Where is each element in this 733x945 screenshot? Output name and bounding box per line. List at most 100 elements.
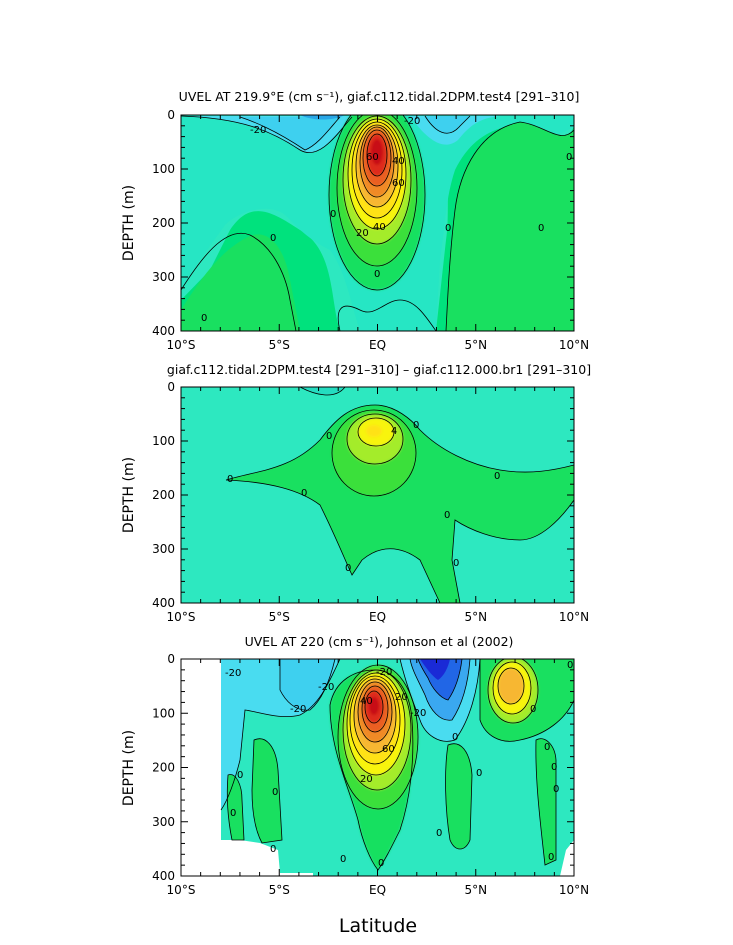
x-tick-label: 10°N	[559, 883, 589, 897]
panel-3-clabel: 0	[551, 762, 557, 773]
y-tick-label: 0	[167, 108, 175, 122]
panel-3-clabel: -20	[290, 704, 306, 715]
panel-1-lobe-west	[181, 234, 300, 331]
panel-2-contour	[346, 413, 404, 465]
panel-1-clabel: 40	[392, 156, 405, 167]
panel-3-clabel: 0	[436, 828, 442, 839]
panel-3-core-90	[369, 697, 379, 715]
panel-1-contour	[328, 115, 426, 291]
panel-2-clabel: 0	[494, 471, 500, 482]
x-tick-label: EQ	[369, 610, 386, 624]
panel-3-neg-west-20	[280, 659, 335, 711]
panel-3-clabel: -20	[225, 668, 241, 679]
panel-3-contour	[445, 743, 473, 850]
y-tick-label: 300	[152, 270, 175, 284]
panel-3-contour	[497, 667, 525, 705]
panel-2-clabel: 4	[391, 426, 397, 437]
panel-1-clabel: 0	[538, 223, 544, 234]
x-tick-label: 5°S	[269, 338, 290, 352]
panel-3-contour	[251, 738, 283, 844]
panel-1-core-90	[371, 139, 383, 165]
panel-3-xlabel: Latitude	[339, 915, 417, 937]
panel-3-lobe-e	[535, 738, 556, 865]
panel-1: UVEL AT 219.9°E (cm s⁻¹), giaf.c112.tida…	[121, 89, 589, 352]
x-tick-label: 5°N	[464, 610, 487, 624]
panel-3-clabel: 0	[340, 854, 346, 865]
panel-3-clabel: 20	[360, 774, 373, 785]
panel-3-clabel: 0	[452, 732, 458, 743]
panel-3-contour	[357, 681, 393, 743]
panel-2-contour	[225, 404, 574, 481]
x-tick-label: EQ	[369, 883, 386, 897]
y-tick-label: 300	[152, 815, 175, 829]
x-tick-label: 5°S	[269, 883, 290, 897]
y-tick-label: 400	[152, 324, 175, 338]
panel-3-clabel: 20	[395, 692, 408, 703]
panel-3-contour	[279, 659, 336, 711]
panel-1-contour	[337, 299, 437, 331]
panel-2-contour	[331, 409, 417, 497]
panel-3-necc-30	[498, 668, 524, 704]
panel-3-contour	[342, 669, 412, 791]
panel-3-lobe-d	[445, 743, 472, 849]
panel-2-clabel: 0	[444, 510, 450, 521]
panel-3-contour	[364, 690, 384, 724]
x-tick-label: 10°S	[167, 610, 196, 624]
panel-2-contour	[357, 417, 395, 447]
panel-2-contour	[451, 499, 574, 603]
y-tick-label: 100	[152, 434, 175, 448]
panel-3-contour	[492, 661, 532, 715]
panel-2-clabel: 0	[453, 558, 459, 569]
panel-3: UVEL AT 220 (cm s⁻¹), Johnson et al (200…	[121, 634, 589, 937]
y-tick-label: 300	[152, 542, 175, 556]
panel-2-contour-labels: 0 4 0 0 0 0 0 0 0	[227, 420, 500, 574]
panel-3-neg-east-60	[420, 659, 450, 680]
panel-3-clabel: -20	[376, 667, 392, 678]
panel-1-clabel: 20	[356, 228, 369, 239]
panel-1-contour	[355, 124, 399, 208]
panel-2-neg-top	[300, 387, 345, 395]
panel-1-clabel: 0	[330, 209, 336, 220]
panel-3-clabel: 40	[360, 696, 373, 707]
x-tick-label: 10°S	[167, 883, 196, 897]
panel-1-clabel: 60	[366, 152, 379, 163]
panel-3-clabel: 0	[272, 787, 278, 798]
panel-3-contour	[399, 659, 481, 742]
panel-1-clabel: 60	[392, 178, 405, 189]
panel-2-field: 0 4 0 0 0 0 0 0 0	[181, 387, 574, 603]
panel-3-contour	[479, 659, 574, 742]
panel-3-clabel: -20	[318, 682, 334, 693]
panel-3-contour	[349, 675, 401, 765]
y-tick-label: 100	[152, 162, 175, 176]
panel-3-clabel: 0	[544, 742, 550, 753]
panel-1-clabel: -20	[250, 125, 266, 136]
x-tick-label: 10°N	[559, 610, 589, 624]
panel-3-clabel: 0	[378, 858, 384, 869]
panel-1-clabel: 40	[373, 222, 386, 233]
panel-2-core-8	[366, 425, 382, 437]
panel-1-contour	[366, 133, 388, 177]
panel-1-contour	[239, 116, 341, 151]
panel-1-field: -20 60 40 20 60 -20 40 0 0 0 0 0 0 0	[181, 115, 574, 331]
panel-1-contour	[181, 232, 297, 331]
panel-3-contour	[361, 685, 389, 733]
panel-1-contour-labels: -20 60 40 20 60 -20 40 0 0 0 0 0 0 0	[201, 116, 572, 324]
panel-2-clabel: 0	[227, 474, 233, 485]
x-tick-label: EQ	[369, 338, 386, 352]
panel-3-field: -20 -20 -20 40 60 20 -20 -20 20 0 0 0 0 …	[181, 659, 574, 876]
panel-2-title: giaf.c112.tidal.2DPM.test4 [291–310] – g…	[167, 362, 591, 377]
panel-1-contour	[362, 129, 392, 187]
panel-3-contour	[409, 659, 471, 721]
panel-3-clabel: 0	[567, 660, 573, 671]
panel-3-clabel: 0	[476, 768, 482, 779]
panel-1-contour	[336, 115, 418, 267]
panel-3-ylabel: DEPTH (m)	[121, 730, 137, 806]
x-tick-label: 5°S	[269, 610, 290, 624]
panel-2: giaf.c112.tidal.2DPM.test4 [291–310] – g…	[121, 362, 591, 624]
panel-3-lobe-b	[227, 774, 244, 840]
y-tick-label: 200	[152, 216, 175, 230]
x-tick-label: 10°N	[559, 338, 589, 352]
